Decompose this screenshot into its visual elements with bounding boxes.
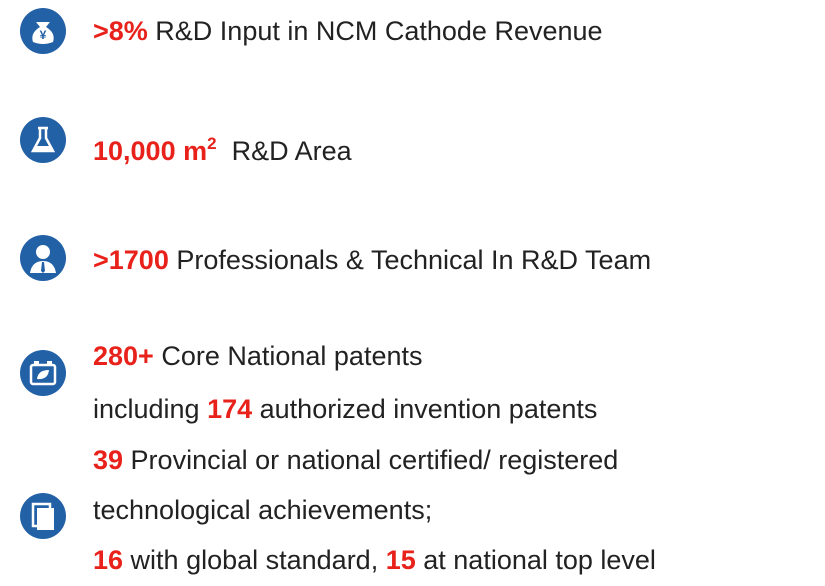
text-line: 10,000 m2 R&D Area — [93, 117, 352, 170]
text-line: >8% R&D Input in NCM Cathode Revenue — [93, 5, 603, 58]
document-icon — [20, 493, 66, 539]
text-line: including 174 authorized invention paten… — [93, 383, 597, 436]
battery-icon — [20, 350, 66, 396]
highlight: 174 — [207, 394, 253, 424]
text: Provincial or national certified/ regist… — [123, 445, 619, 475]
text: with global standard, — [123, 545, 386, 575]
highlight: >1700 — [93, 245, 169, 275]
superscript: 2 — [207, 134, 217, 153]
highlight: 15 — [385, 545, 416, 575]
text: Professionals & Technical In R&D Team — [168, 245, 652, 275]
svg-text:¥: ¥ — [40, 28, 47, 42]
text-line: 16 with global standard, 15 at national … — [93, 535, 656, 585]
text: Core National patents — [153, 341, 423, 371]
item: 39 Provincial or national certified/ reg… — [93, 435, 656, 585]
highlight: 280+ — [93, 341, 154, 371]
text-line: 280+ Core National patents — [93, 330, 597, 383]
text: technological achievements; — [93, 495, 433, 525]
text: including — [93, 394, 208, 424]
item: >1700 Professionals & Technical In R&D T… — [93, 234, 651, 287]
text: authorized invention patents — [252, 394, 598, 424]
person-icon — [20, 235, 66, 281]
text: R&D Area — [216, 136, 352, 166]
text-line: 39 Provincial or national certified/ reg… — [93, 435, 656, 485]
item: 280+ Core National patents including 174 … — [93, 330, 597, 436]
item: >8% R&D Input in NCM Cathode Revenue — [93, 5, 603, 58]
money-icon: ¥ — [20, 8, 66, 54]
item: 10,000 m2 R&D Area — [93, 117, 352, 170]
highlight: >8% — [93, 16, 148, 46]
text: R&D Input in NCM Cathode Revenue — [147, 16, 603, 46]
highlight: 16 — [93, 545, 124, 575]
highlight: 39 — [93, 445, 124, 475]
highlight: 10,000 m — [93, 136, 208, 166]
text: at national top level — [415, 545, 656, 575]
flask-icon — [20, 117, 66, 163]
text-line: >1700 Professionals & Technical In R&D T… — [93, 234, 651, 287]
text-line: technological achievements; — [93, 485, 656, 535]
